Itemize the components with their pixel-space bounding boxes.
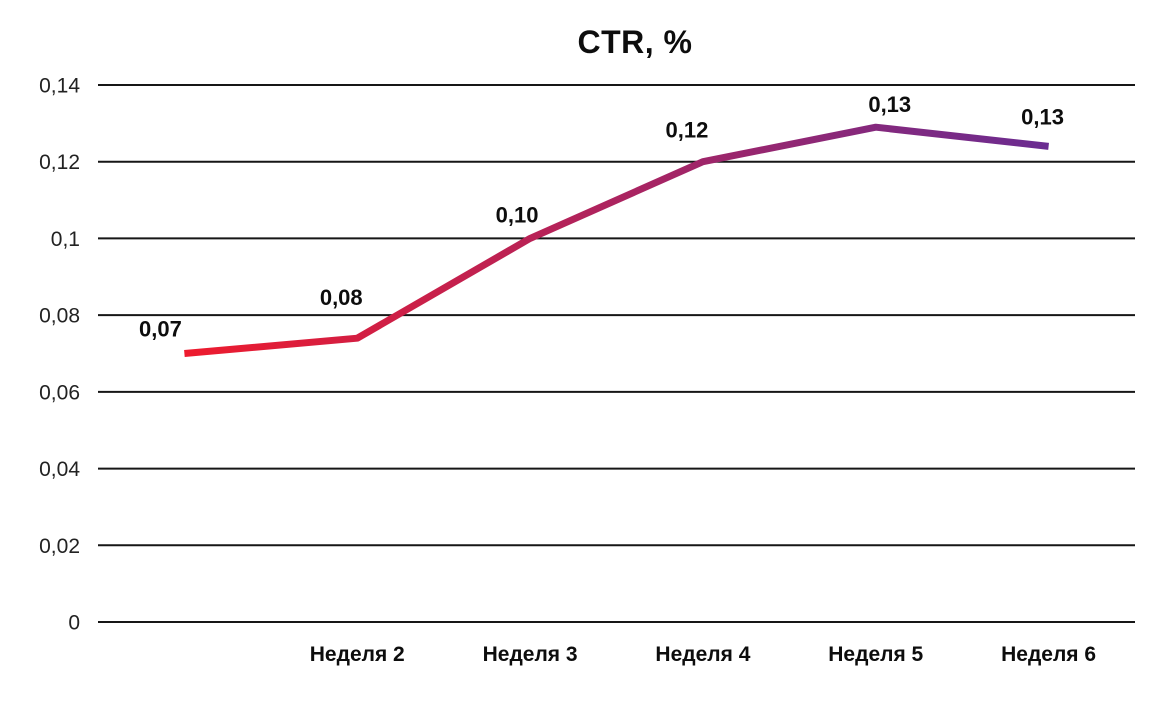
data-point-label: 0,13 [868,92,911,117]
gridlines [98,84,1135,623]
data-point-label: 0,08 [320,285,363,310]
y-axis-labels: 0 0,02 0,04 0,06 0,08 0,1 0,12 0,14 [39,75,80,635]
x-tick-label: Неделя 5 [828,643,923,666]
y-tick-label: 0,02 [39,535,80,558]
y-tick-label: 0,08 [39,305,80,328]
y-tick-label: 0,04 [39,458,80,481]
data-point-labels: 0,07 0,08 0,10 0,12 0,13 0,13 [139,92,1064,341]
y-tick-label: 0,1 [51,228,80,251]
x-tick-label: Неделя 3 [483,643,578,666]
y-tick-label: 0,12 [39,151,80,174]
x-tick-label: Неделя 6 [1001,643,1096,666]
data-point-label: 0,12 [666,118,709,143]
x-tick-label: Неделя 2 [310,643,405,666]
chart-title: CTR, % [577,24,693,60]
x-tick-label: Неделя 4 [655,643,750,666]
data-point-label: 0,10 [496,202,539,227]
y-tick-label: 0,14 [39,75,80,98]
data-point-label: 0,13 [1021,104,1064,129]
x-axis-labels: Неделя 2 Неделя 3 Неделя 4 Неделя 5 Неделя 6 [310,643,1096,666]
ctr-data-line [184,123,1049,357]
data-point-label: 0,07 [139,317,182,342]
y-tick-label: 0 [68,612,80,635]
y-tick-label: 0,06 [39,381,80,404]
